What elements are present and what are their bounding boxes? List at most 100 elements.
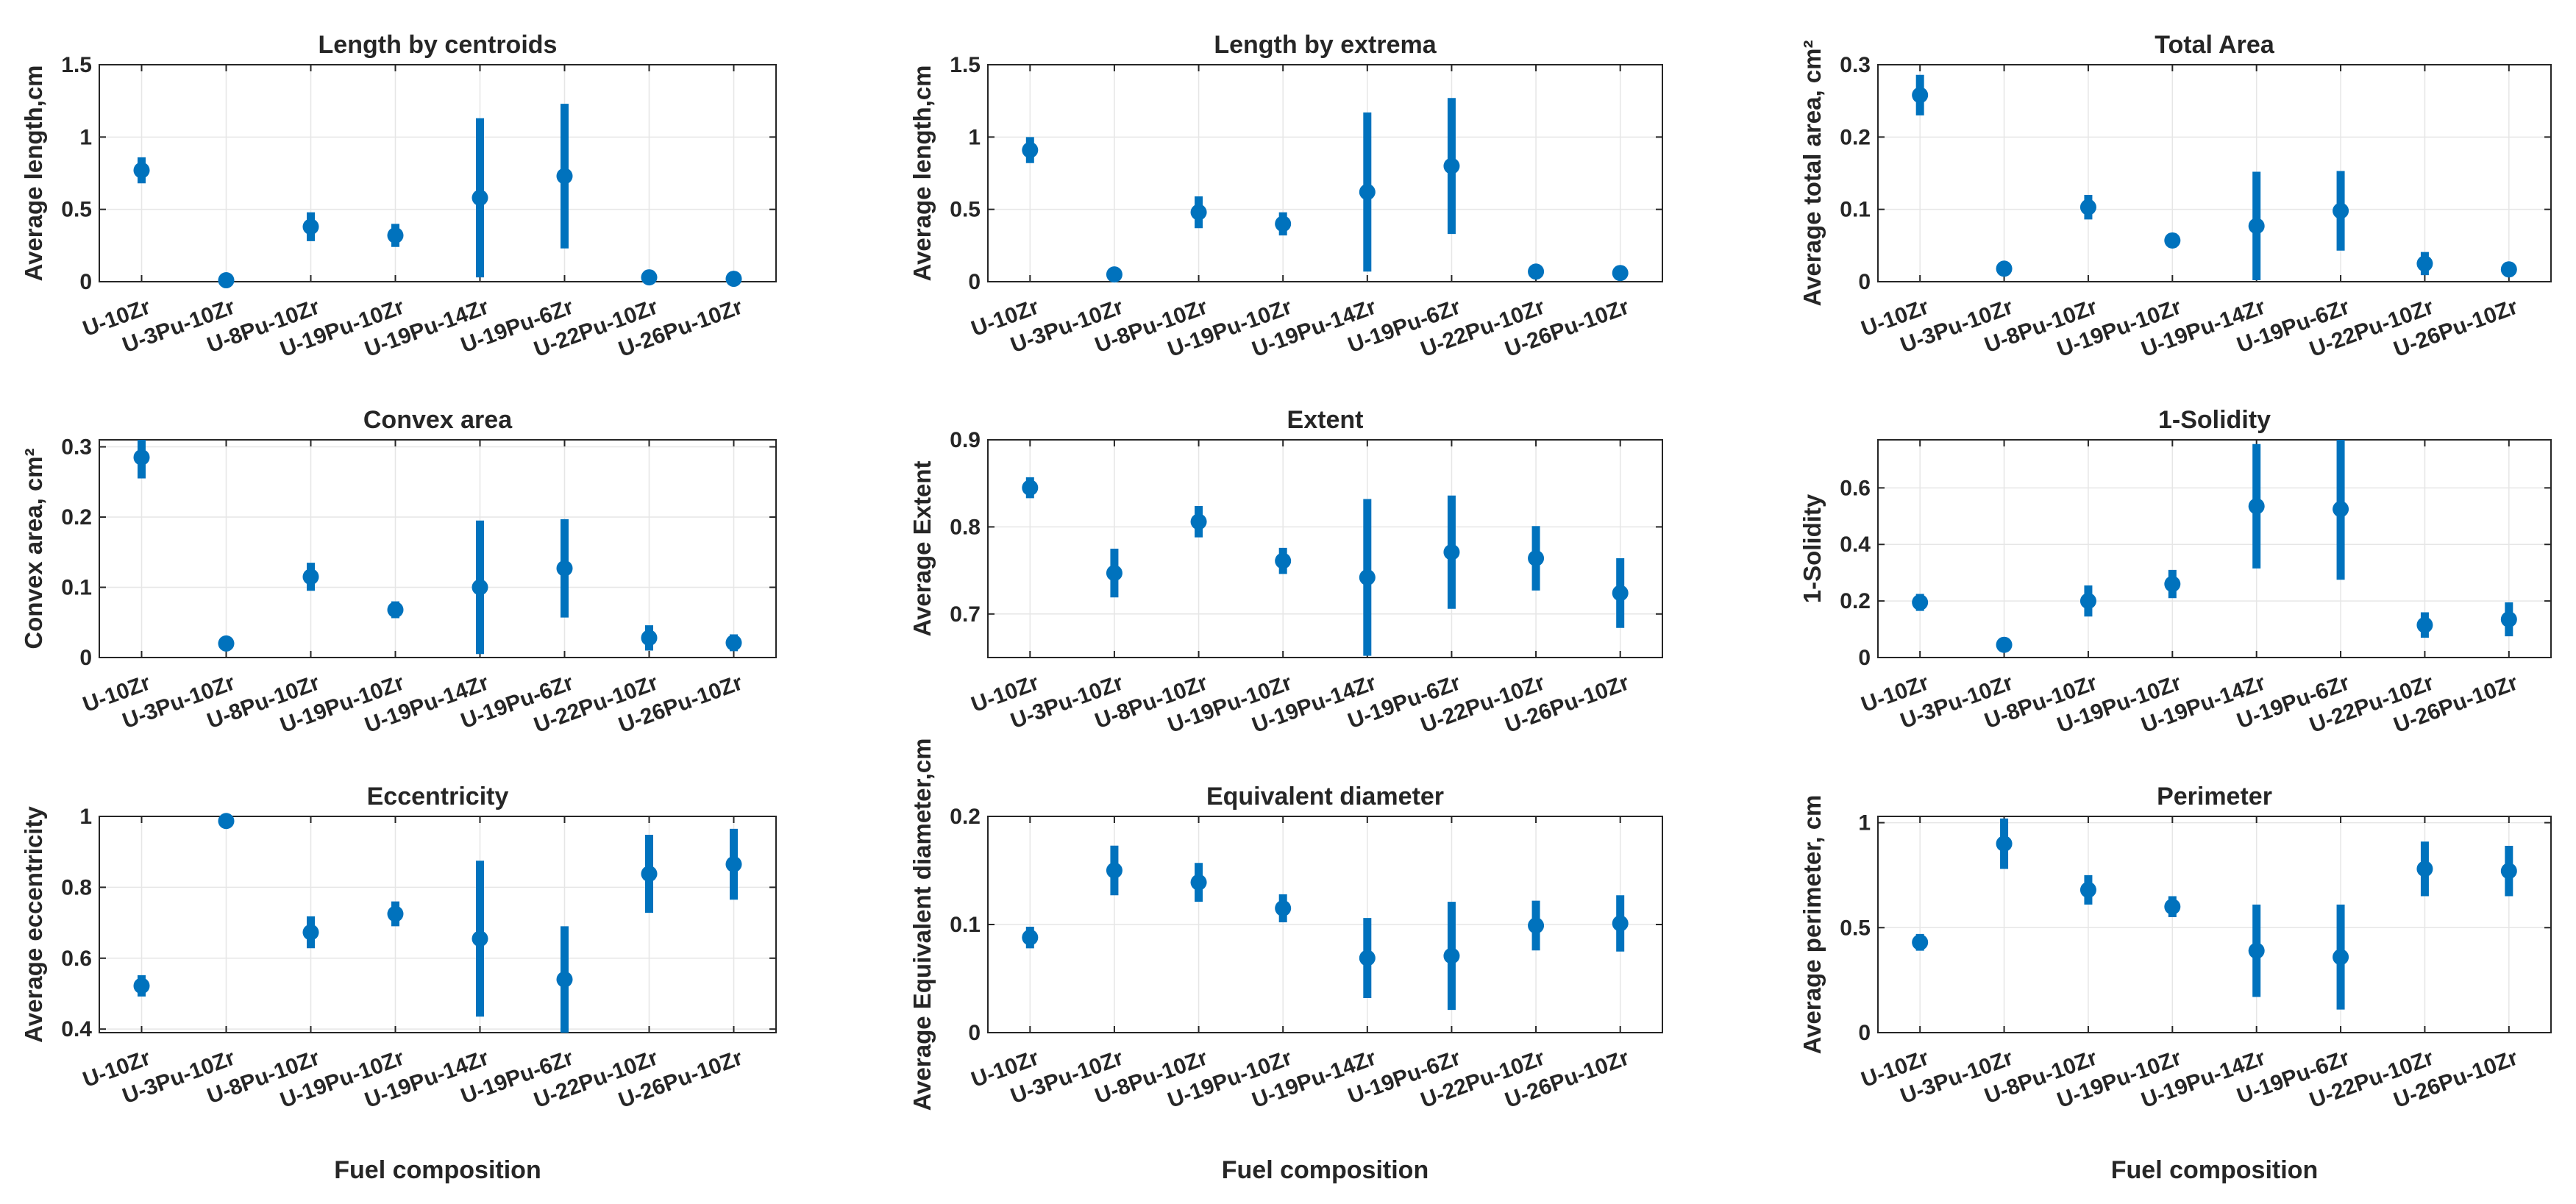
- subplot-title: Extent: [1287, 406, 1364, 434]
- data-point: [641, 630, 658, 646]
- data-point: [1359, 569, 1376, 586]
- y-tick-label: 0.4: [1840, 532, 1871, 557]
- y-tick-label: 1.5: [950, 53, 981, 77]
- data-point: [1996, 636, 2013, 653]
- data-point: [472, 930, 488, 947]
- x-axis-label: Fuel composition: [2111, 1156, 2318, 1184]
- data-point: [1443, 157, 1460, 174]
- data-point: [1106, 862, 1122, 879]
- plot-area: [1878, 440, 2551, 658]
- data-point: [1190, 874, 1207, 891]
- y-tick-label: 1: [79, 805, 92, 829]
- axes-frame: [1877, 816, 2552, 1033]
- data-point: [2248, 218, 2265, 235]
- subplot-title: Perimeter: [2157, 783, 2272, 811]
- y-tick-label: 1.5: [61, 53, 92, 77]
- y-axis-label: Average Equivalent diameter,cm: [908, 738, 936, 1111]
- data-point: [1996, 836, 2013, 852]
- data-point: [2416, 255, 2433, 272]
- plot-area: [1878, 816, 2551, 1033]
- data-point: [1912, 934, 1929, 951]
- axes-frame: [1877, 439, 2552, 658]
- subplot-title: Length by centroids: [319, 31, 558, 59]
- data-point: [1359, 950, 1376, 966]
- y-tick-label: 0.9: [950, 428, 981, 452]
- subplot-title: Length by extrema: [1214, 31, 1437, 59]
- y-axis-label: Average length,cm: [908, 65, 936, 281]
- subplot-8: 00.10.2U-10ZrU-3Pu-10ZrU-8Pu-10ZrU-19Pu-…: [908, 738, 1663, 1184]
- data-point: [1528, 263, 1545, 280]
- y-axis-label: Average total area, cm²: [1798, 40, 1826, 307]
- y-tick-label: 0.5: [950, 198, 981, 222]
- subplot-9: 00.51U-10ZrU-3Pu-10ZrU-8Pu-10ZrU-19Pu-10…: [1798, 783, 2552, 1184]
- subplot-title: Equivalent diameter: [1206, 783, 1444, 811]
- y-tick-label: 1: [968, 125, 981, 149]
- data-point: [1359, 184, 1376, 201]
- data-point: [1275, 900, 1292, 916]
- data-point: [2416, 616, 2433, 633]
- subplot-2: 00.511.5U-10ZrU-3Pu-10ZrU-8Pu-10ZrU-19Pu…: [908, 31, 1663, 362]
- data-point: [1106, 266, 1122, 283]
- axes-frame: [987, 439, 1663, 658]
- subplot-3: 00.10.20.3U-10ZrU-3Pu-10ZrU-8Pu-10ZrU-19…: [1798, 31, 2552, 362]
- data-point: [556, 168, 573, 185]
- data-point: [387, 602, 404, 619]
- data-point: [2079, 593, 2096, 610]
- data-point: [2333, 501, 2349, 518]
- data-point: [1443, 947, 1460, 964]
- y-tick-label: 0.2: [1840, 589, 1871, 613]
- data-point: [2500, 261, 2517, 278]
- data-point: [2333, 949, 2349, 966]
- data-point: [133, 977, 150, 994]
- subplot-title: Total Area: [2155, 31, 2275, 59]
- y-axis-label: Convex area, cm²: [20, 448, 47, 649]
- axes-frame: [99, 816, 777, 1033]
- data-point: [2164, 898, 2181, 915]
- y-tick-label: 0: [968, 270, 981, 294]
- y-axis-label: Average Extent: [908, 460, 936, 636]
- subplot-7: 0.40.60.81U-10ZrU-3Pu-10ZrU-8Pu-10ZrU-19…: [20, 783, 777, 1184]
- data-point: [641, 866, 658, 883]
- data-point: [2164, 232, 2181, 249]
- y-tick-label: 0: [1858, 270, 1871, 294]
- axes-frame: [99, 439, 777, 658]
- y-axis-label: Average eccentricity: [20, 806, 47, 1043]
- plot-area: [99, 440, 776, 658]
- data-point: [302, 569, 319, 585]
- y-tick-label: 0: [79, 270, 92, 294]
- data-point: [2500, 611, 2517, 628]
- axes-frame: [1877, 64, 2552, 282]
- plot-area: [99, 65, 776, 282]
- data-point: [218, 272, 235, 289]
- data-point: [1912, 594, 1929, 611]
- axes-frame: [99, 64, 777, 282]
- data-point: [2079, 881, 2096, 898]
- y-tick-label: 0.3: [61, 435, 92, 460]
- y-axis-label: Average length,cm: [20, 65, 47, 281]
- data-point: [1190, 204, 1207, 221]
- data-point: [1528, 917, 1545, 934]
- data-point: [1443, 544, 1460, 560]
- data-point: [2079, 199, 2096, 215]
- data-point: [556, 560, 573, 577]
- data-point: [641, 269, 658, 286]
- data-point: [2248, 498, 2265, 515]
- y-tick-label: 0.6: [1840, 476, 1871, 500]
- data-point: [1912, 87, 1929, 104]
- y-tick-label: 0: [968, 1021, 981, 1045]
- plot-area: [988, 65, 1662, 282]
- data-point: [1022, 480, 1039, 496]
- data-point: [2416, 861, 2433, 877]
- data-point: [1106, 565, 1122, 582]
- data-point: [1612, 915, 1629, 932]
- data-point: [302, 924, 319, 941]
- x-axis-label: Fuel composition: [334, 1156, 541, 1184]
- y-tick-label: 0.8: [950, 515, 981, 539]
- y-tick-label: 0.6: [61, 947, 92, 971]
- data-point: [133, 162, 150, 179]
- data-point: [1275, 215, 1292, 232]
- y-tick-label: 0.8: [61, 875, 92, 900]
- data-point: [1022, 142, 1039, 159]
- subplot-title: 1-Solidity: [2158, 406, 2271, 434]
